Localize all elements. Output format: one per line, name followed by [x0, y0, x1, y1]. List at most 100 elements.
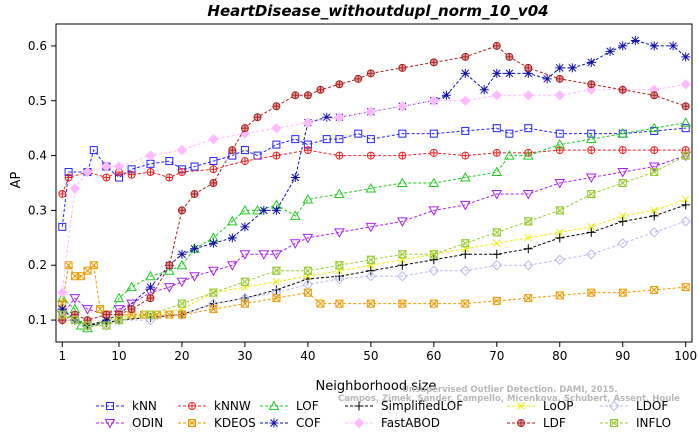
legend-item-kNN: kNN: [96, 399, 157, 413]
legend-label: KDEOS: [214, 416, 256, 430]
data-point: [290, 173, 300, 183]
legend-item-LDOF: LDOF: [600, 399, 668, 413]
data-point: [555, 228, 564, 237]
data-point: [429, 58, 438, 67]
data-point: [398, 151, 407, 160]
data-point: [126, 299, 137, 310]
data-point: [163, 265, 175, 275]
data-point: [428, 177, 440, 187]
y-tick-label: 0.4: [28, 149, 47, 163]
data-point: [239, 204, 251, 215]
data-point: [334, 228, 345, 238]
x-tick-label: 60: [426, 349, 441, 363]
data-point: [491, 189, 503, 200]
data-point: [82, 166, 93, 178]
data-point: [650, 206, 659, 215]
data-point: [648, 122, 660, 133]
data-point: [366, 255, 376, 264]
data-point: [397, 260, 407, 270]
data-point: [335, 151, 344, 160]
x-tick-label: 90: [615, 349, 630, 363]
data-point: [587, 129, 596, 138]
legend-item-LDF: LDF: [507, 416, 566, 430]
data-point: [113, 161, 125, 172]
data-point: [365, 182, 377, 193]
data-point: [523, 244, 533, 254]
data-point: [127, 305, 136, 314]
data-point: [114, 316, 124, 325]
data-point: [429, 129, 438, 138]
data-point: [209, 165, 218, 174]
series-INFLO: [57, 151, 691, 330]
x-tick-label: 100: [674, 349, 697, 363]
data-point: [585, 173, 597, 184]
data-point: [587, 146, 596, 155]
data-point: [460, 95, 471, 106]
data-point: [680, 117, 692, 127]
data-point: [459, 171, 471, 182]
data-point: [365, 270, 377, 282]
chart-title: HeartDisease_withoutdupl_norm_10_v04: [207, 2, 548, 20]
data-point: [681, 200, 691, 210]
data-point: [258, 250, 270, 260]
data-point: [630, 35, 640, 45]
data-point: [272, 102, 281, 111]
data-point: [586, 249, 597, 260]
data-point: [618, 85, 627, 94]
data-point: [239, 128, 251, 139]
data-point: [271, 285, 281, 295]
legend-label: LoOP: [543, 399, 574, 413]
legend-label: kNNW: [214, 399, 251, 413]
series-LDF: [58, 41, 690, 325]
watermark: Unsupervised Outlier Detection. DAMI, 20…: [338, 385, 680, 404]
data-point: [492, 124, 501, 133]
plot-frame: [55, 23, 693, 343]
data-point: [82, 305, 93, 315]
data-point: [226, 261, 238, 271]
data-point: [429, 148, 438, 157]
data-point: [618, 41, 628, 51]
data-point: [648, 162, 660, 173]
data-point: [555, 291, 564, 300]
data-point: [271, 266, 282, 275]
data-point: [102, 173, 111, 182]
y-tick-label: 0.3: [28, 203, 47, 217]
data-point: [165, 261, 174, 270]
data-point: [354, 74, 363, 83]
data-point: [398, 63, 407, 72]
legend-item-FastABOD: FastABOD: [345, 416, 440, 430]
legend-marker: [354, 401, 364, 411]
data-point: [228, 146, 237, 155]
data-point: [567, 63, 577, 73]
data-point: [177, 299, 187, 308]
data-point: [165, 310, 174, 319]
data-point: [335, 80, 344, 89]
data-point: [524, 63, 533, 72]
x-tick-label: 10: [111, 349, 126, 363]
data-point: [226, 215, 238, 226]
data-point: [208, 238, 218, 248]
data-point: [289, 239, 301, 249]
data-point: [429, 255, 439, 265]
data-point: [239, 292, 251, 304]
data-point: [554, 179, 566, 189]
data-point: [461, 52, 470, 61]
data-point: [397, 101, 408, 112]
legend-item-COF: COF: [260, 416, 321, 430]
data-point: [208, 133, 219, 145]
legend-label: LDF: [543, 416, 566, 430]
data-point: [272, 140, 281, 149]
data-point: [190, 189, 199, 198]
data-point: [460, 68, 470, 78]
data-point: [460, 265, 471, 276]
legend-marker: [268, 400, 280, 410]
legend-marker: [517, 402, 525, 410]
data-point: [57, 310, 68, 319]
data-point: [366, 299, 375, 308]
legend-marker: [353, 417, 365, 429]
data-point: [271, 250, 282, 260]
legend-label: SimplifiedLOF: [381, 399, 463, 413]
plot-area: [56, 35, 692, 333]
legend-label: kNN: [132, 399, 157, 413]
data-point: [492, 296, 501, 305]
